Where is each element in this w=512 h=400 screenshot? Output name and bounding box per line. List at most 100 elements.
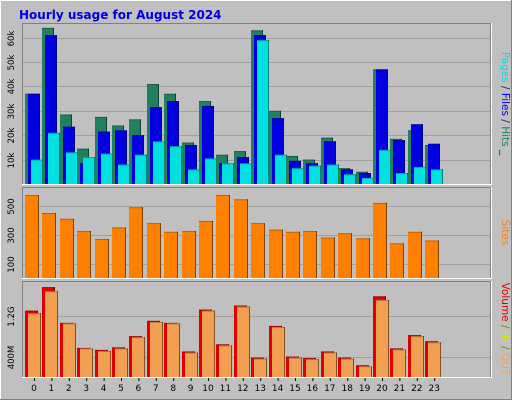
axis-label-part: Files <box>499 93 511 116</box>
bar-requests-pages-10-fill <box>205 158 217 184</box>
bar-sites-sites-3 <box>77 231 91 278</box>
bar-sites-sites-14 <box>269 229 283 278</box>
bar-volume-out-3-fill <box>80 348 93 377</box>
bar-sites-sites-3-fill <box>77 231 91 278</box>
bar-requests-pages-19 <box>362 177 374 184</box>
bar-volume-out-20-fill <box>376 299 389 377</box>
bar-volume-out-10-fill <box>202 310 215 377</box>
bar-volume-out-0 <box>28 313 41 377</box>
axis-label-part: / <box>499 343 511 353</box>
x-tick-label: 1 <box>49 384 55 394</box>
bar-sites-sites-22-fill <box>408 231 422 278</box>
bar-volume-out-20 <box>376 299 389 377</box>
bar-requests-pages-19-fill <box>362 177 374 184</box>
bar-volume-out-13 <box>254 358 267 377</box>
bar-sites-sites-16-fill <box>303 231 317 278</box>
panel-requests: 10k 20k 30k 40k 50k 60k Pages / Files / Hits _ <box>7 23 511 185</box>
bar-sites-sites-21 <box>390 243 404 278</box>
bar-sites-sites-11 <box>216 194 230 278</box>
bar-sites-sites-23 <box>425 240 439 278</box>
bar-sites-sites-8 <box>164 231 178 278</box>
axis-label-part: Hits <box>499 126 511 146</box>
x-tick-label: 23 <box>428 384 439 394</box>
y-tick-label: 50k <box>7 55 17 71</box>
x-tick-label: 4 <box>101 384 107 394</box>
axis-label-part: Volume <box>499 283 511 322</box>
bar-requests-pages-18-fill <box>344 174 356 184</box>
axis-label-part: / <box>499 116 511 126</box>
bar-requests-pages-3-fill <box>83 157 95 184</box>
bar-requests-pages-17 <box>327 164 339 184</box>
bar-volume-out-18 <box>341 358 354 377</box>
bar-requests-pages-20-fill <box>379 149 391 184</box>
bar-sites-sites-4 <box>95 239 109 278</box>
bar-requests-pages-13-fill <box>257 40 269 184</box>
bar-sites-sites-20 <box>373 202 387 278</box>
bar-requests-pages-9-fill <box>188 169 200 184</box>
bar-sites-sites-7-fill <box>147 223 161 278</box>
bar-sites-sites-5 <box>112 227 126 278</box>
bar-sites-sites-19 <box>356 238 370 278</box>
bar-volume-out-2-fill <box>63 323 76 377</box>
bar-sites-sites-18-fill <box>338 233 352 278</box>
x-tick-label: 18 <box>341 384 353 394</box>
bar-volume-out-3 <box>80 348 93 377</box>
bar-volume-out-22-fill <box>411 336 424 377</box>
bar-requests-pages-23 <box>431 169 443 184</box>
y-tick-label: 60k <box>7 31 17 47</box>
bar-sites-sites-6-fill <box>129 207 143 278</box>
y-tick-label: 500 <box>7 198 17 214</box>
bar-sites-sites-1 <box>42 213 56 278</box>
bar-requests-pages-7-fill <box>153 141 165 184</box>
x-tick-label: 21 <box>394 384 405 394</box>
bar-sites-sites-9-fill <box>182 231 196 278</box>
bar-requests-pages-7 <box>153 141 165 184</box>
bar-volume-out-4 <box>98 350 111 377</box>
bar-volume-out-23 <box>428 342 441 377</box>
bar-requests-pages-13 <box>257 40 269 184</box>
bar-volume-out-18-fill <box>341 358 354 377</box>
bar-volume-out-19 <box>359 366 372 377</box>
bar-sites-sites-2-fill <box>60 218 74 278</box>
bar-sites-sites-8-fill <box>164 231 178 278</box>
bar-volume-out-15-fill <box>289 357 302 377</box>
bar-sites-sites-9 <box>182 231 196 278</box>
bar-sites-sites-7 <box>147 223 161 278</box>
bar-requests-pages-17-fill <box>327 164 339 184</box>
bar-requests-pages-11 <box>222 163 234 184</box>
bar-requests-pages-8 <box>170 146 182 184</box>
bar-sites-sites-23-fill <box>425 240 439 278</box>
axis-label-requests: Pages / Files / Hits _ <box>499 52 511 156</box>
x-tick-label: 5 <box>118 384 124 394</box>
bar-requests-pages-6 <box>135 154 147 184</box>
bar-requests-pages-4-fill <box>101 153 113 184</box>
bar-requests-pages-21 <box>396 173 408 184</box>
bar-volume-out-17-fill <box>324 352 337 377</box>
bar-sites-sites-10-fill <box>199 220 213 278</box>
x-tick-label: 22 <box>411 384 422 394</box>
bar-volume-out-4-fill <box>98 350 111 377</box>
bar-requests-pages-23-fill <box>431 169 443 184</box>
bar-requests-pages-5-fill <box>118 164 130 184</box>
bar-volume-out-7 <box>150 321 163 377</box>
bar-volume-out-22 <box>411 336 424 377</box>
x-tick-label: 12 <box>237 384 248 394</box>
bar-volume-out-14 <box>272 326 285 377</box>
bar-sites-sites-1-fill <box>42 213 56 278</box>
bar-sites-sites-11-fill <box>216 194 230 278</box>
bar-requests-pages-3 <box>83 157 95 184</box>
x-tick-label: 16 <box>307 384 319 394</box>
bar-sites-sites-13-fill <box>251 223 265 278</box>
y-tick-label: 20k <box>7 128 17 144</box>
bar-requests-pages-8-fill <box>170 146 182 184</box>
axis-label-part: IN <box>499 332 511 343</box>
bar-sites-sites-10 <box>199 220 213 278</box>
bar-volume-out-16 <box>306 359 319 377</box>
bar-requests-pages-12 <box>240 163 252 184</box>
bar-volume-out-15 <box>289 357 302 377</box>
bar-volume-out-12 <box>237 306 250 377</box>
bar-volume-out-5 <box>115 348 128 377</box>
bar-requests-pages-2-fill <box>66 152 78 184</box>
bar-sites-sites-18 <box>338 233 352 278</box>
bar-requests-pages-9 <box>188 169 200 184</box>
